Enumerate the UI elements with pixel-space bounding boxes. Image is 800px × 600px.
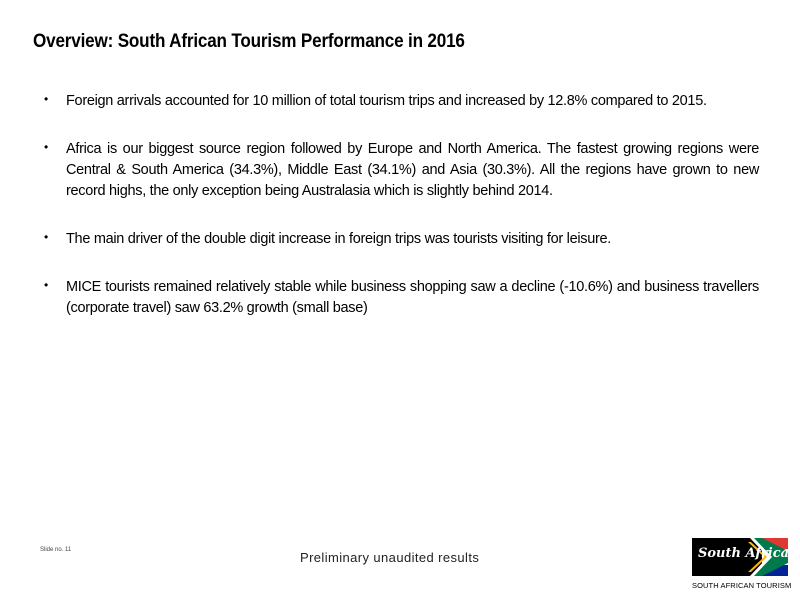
bullet-item: • Africa is our biggest source region fo… (44, 139, 759, 202)
flag-black-field (692, 538, 762, 576)
bullet-list: • Foreign arrivals accounted for 10 mill… (44, 91, 759, 346)
bullet-item: • The main driver of the double digit in… (44, 229, 759, 250)
footer-note: Preliminary unaudited results (300, 550, 480, 565)
logo-caption: SOUTH AFRICAN TOURISM (692, 581, 792, 590)
bullet-text: The main driver of the double digit incr… (66, 231, 612, 247)
bullet-text: Foreign arrivals accounted for 10 millio… (66, 93, 707, 109)
bullet-item: • Foreign arrivals accounted for 10 mill… (44, 91, 759, 112)
bullet-marker: • (44, 140, 48, 154)
flag-green-chevron (754, 538, 788, 576)
bullet-marker: • (44, 230, 48, 244)
bullet-text: Africa is our biggest source region foll… (66, 141, 759, 199)
bullet-marker: • (44, 278, 48, 292)
bullet-text: MICE tourists remained relatively stable… (66, 279, 759, 316)
logo-script-text: South Africa (698, 546, 790, 561)
sa-flag-icon (692, 538, 788, 576)
bullet-marker: • (44, 92, 48, 106)
slide-number: Slide no. 11 (40, 547, 72, 553)
south-african-tourism-logo: South Africa SOUTH AFRICAN TOURISM (692, 536, 792, 596)
bullet-item: • MICE tourists remained relatively stab… (44, 277, 759, 319)
slide-title: Overview: South African Tourism Performa… (33, 31, 465, 52)
